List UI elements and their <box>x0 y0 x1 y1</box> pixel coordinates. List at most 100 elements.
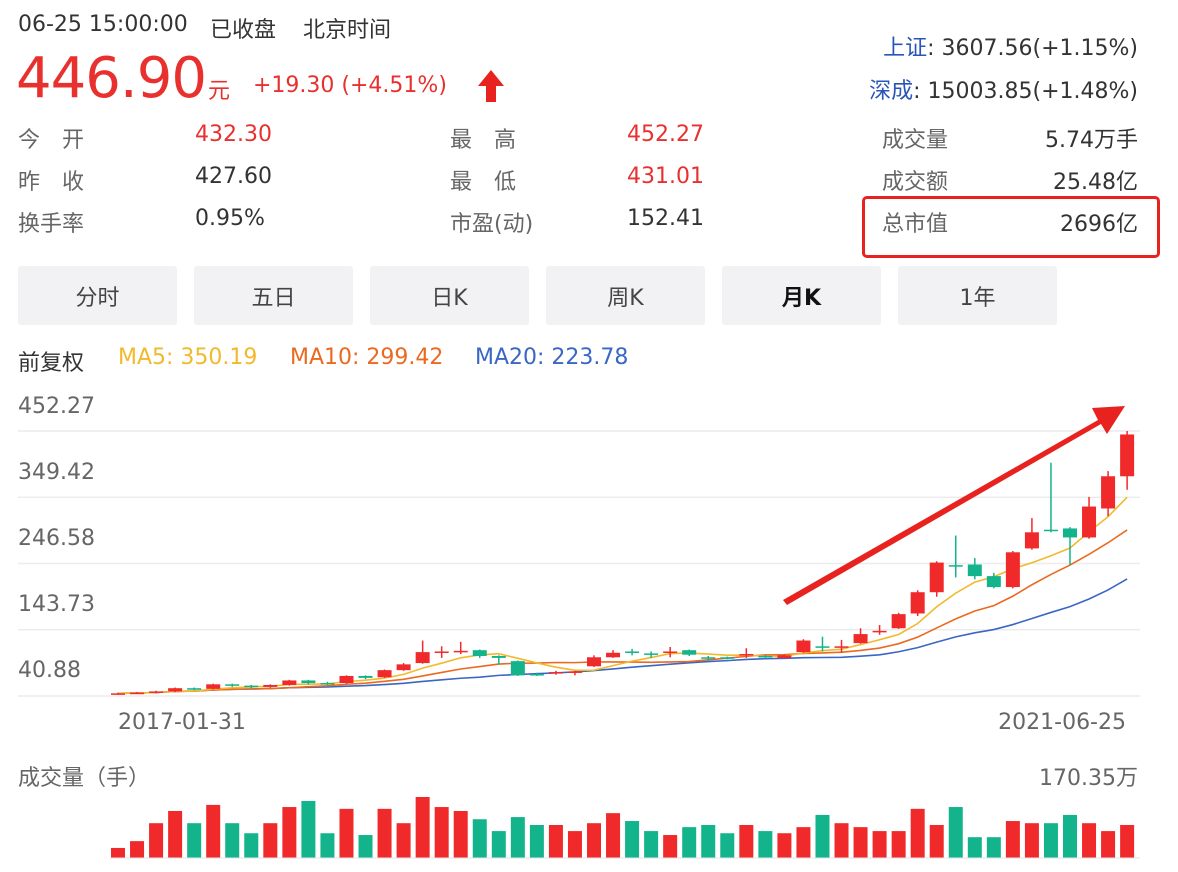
volume-bar <box>948 807 963 858</box>
candle-down <box>244 685 259 688</box>
y-tick: 246.58 <box>18 526 95 551</box>
stat-value: 431.01 <box>627 164 704 189</box>
candle-up <box>415 652 430 664</box>
volume-bar <box>282 807 297 858</box>
volume-bar <box>644 831 659 858</box>
candle-up <box>339 675 354 684</box>
volume-bar <box>834 823 849 858</box>
candle-down <box>510 661 525 676</box>
timezone: 北京时间 <box>303 18 392 43</box>
volume-bar <box>263 823 278 858</box>
ma20-legend: MA20: 223.78 <box>475 345 629 370</box>
volume-bar <box>910 808 925 858</box>
volume-bar <box>396 823 411 858</box>
index-shanghai[interactable]: 上证: 3607.56(+1.15%) <box>883 30 1138 62</box>
stat-label: 成交量 <box>882 128 949 153</box>
candle-up <box>777 655 792 658</box>
index-shenzhen[interactable]: 深成: 15003.85(+1.48%) <box>869 73 1138 105</box>
stat-label: 最 低 <box>450 170 517 195</box>
adjust-label: 前复权 <box>18 351 85 376</box>
candle-down <box>358 675 373 678</box>
volume-bar <box>491 831 506 858</box>
volume-bar <box>967 837 982 858</box>
y-tick: 40.88 <box>18 658 81 683</box>
candle-up <box>834 646 849 648</box>
candle-down <box>301 680 316 684</box>
volume-bar <box>339 808 354 858</box>
stat-label: 昨 收 <box>18 170 85 195</box>
y-tick: 349.42 <box>18 460 95 485</box>
candle-down <box>815 646 830 648</box>
x-end-label: 2021-06-25 <box>998 710 1126 735</box>
stat-value: 452.27 <box>627 122 704 147</box>
volume-bar <box>1043 823 1058 858</box>
candle-down <box>948 565 963 567</box>
ma10-legend: MA10: 299.42 <box>290 345 444 370</box>
index-name: 上证 <box>883 36 928 61</box>
volume-bar <box>472 819 487 858</box>
current-price: 446.90 <box>16 46 207 111</box>
tab-2[interactable]: 日K <box>370 266 529 325</box>
x-start-label: 2017-01-31 <box>118 710 246 735</box>
volume-max-label: 170.35万 <box>1039 766 1138 791</box>
candle-up <box>453 650 468 653</box>
volume-bar <box>510 817 525 858</box>
price-change: +19.30 (+4.51%) <box>253 73 447 98</box>
volume-bar <box>168 810 183 858</box>
volume-bar <box>225 823 240 858</box>
stat-value: 432.30 <box>195 122 272 147</box>
volume-bar <box>720 833 735 858</box>
tab-5[interactable]: 1年 <box>898 266 1057 325</box>
candle-up <box>663 651 678 653</box>
candle-up <box>1101 476 1116 509</box>
volume-bar <box>453 810 468 858</box>
candle-down <box>701 657 716 659</box>
volume-bar <box>358 835 373 858</box>
arrow-up-icon <box>478 70 504 102</box>
candle-up <box>929 562 944 593</box>
price-unit: 元 <box>208 79 231 104</box>
candle-up <box>739 654 754 656</box>
candle-up <box>149 691 164 693</box>
tab-3[interactable]: 周K <box>546 266 705 325</box>
index-value: : 15003.85(+1.48%) <box>913 79 1138 104</box>
volume-bar <box>1082 823 1097 858</box>
volume-bar <box>1005 821 1020 858</box>
candle-up <box>872 630 887 633</box>
candle-up <box>891 614 906 629</box>
candle-up <box>377 670 392 678</box>
volume-bar <box>739 824 754 858</box>
candle-up <box>206 684 221 689</box>
stat-value: 2696亿 <box>1060 212 1138 237</box>
volume-bar <box>815 814 830 858</box>
ma20-line <box>117 578 1128 695</box>
candle-up <box>396 664 411 671</box>
volume-bar <box>529 824 544 858</box>
candle-up <box>1024 532 1039 549</box>
candle-up <box>434 651 449 653</box>
y-tick: 452.27 <box>18 394 95 419</box>
tab-0[interactable]: 分时 <box>18 266 177 325</box>
candle-up <box>548 672 563 674</box>
volume-bar <box>663 835 678 858</box>
stat-value: 25.48亿 <box>1053 170 1138 195</box>
tab-1[interactable]: 五日 <box>194 266 353 325</box>
candle-up <box>1005 552 1020 588</box>
market-cap-highlight <box>862 196 1160 258</box>
candle-down <box>472 650 487 656</box>
volume-bar <box>377 808 392 858</box>
candle-down <box>682 650 697 655</box>
volume-bar <box>1101 831 1116 858</box>
candle-up <box>567 671 582 673</box>
stat-label: 市盈(动) <box>450 212 534 237</box>
volume-bar <box>929 824 944 858</box>
volume-bar <box>187 823 202 858</box>
index-name: 深成 <box>869 79 914 104</box>
volume-bar <box>1024 823 1039 858</box>
tab-4[interactable]: 月K <box>722 266 881 325</box>
volume-bar <box>130 841 145 858</box>
candle-up <box>853 634 868 644</box>
volume-bar <box>796 827 811 858</box>
ma5-line <box>117 496 1128 695</box>
